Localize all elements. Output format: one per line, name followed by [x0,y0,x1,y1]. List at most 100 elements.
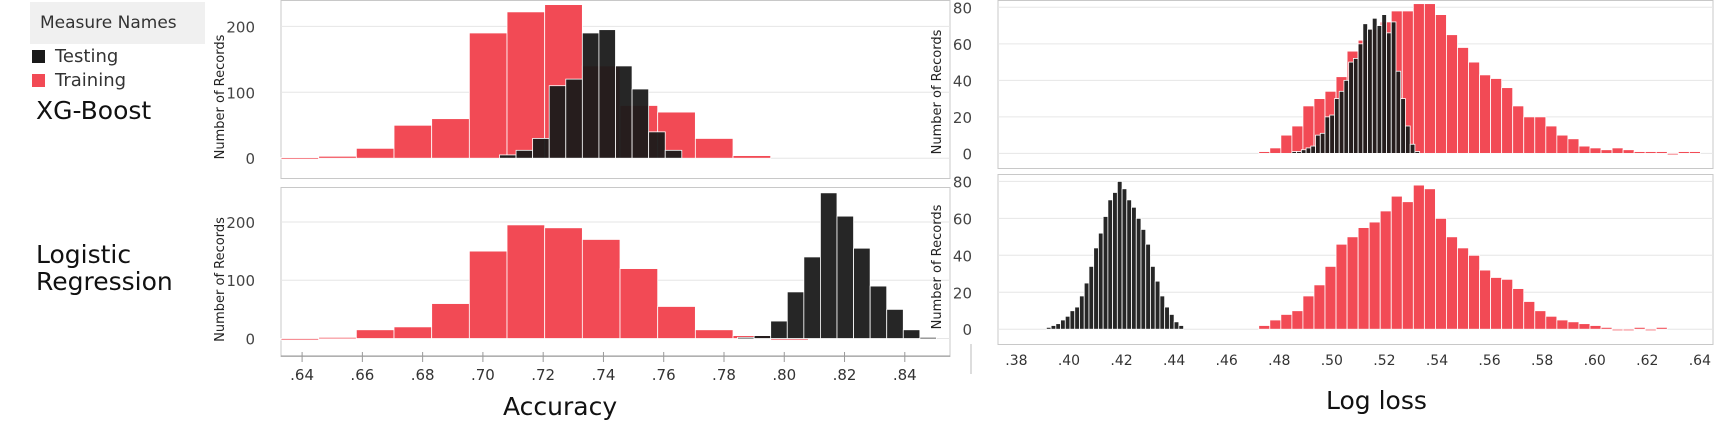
training-bar [1423,3,1436,154]
y-tick-label: 0 [962,145,972,163]
y-tick-label: 200 [226,214,255,232]
x-tick-label: .82 [833,366,857,384]
training-bar [1468,61,1480,154]
training-bar [1280,314,1293,330]
training-bar [1644,328,1657,332]
training-bar [280,338,320,341]
x-tick-label: .40 [1058,353,1080,369]
testing-bar [1116,180,1123,330]
testing-bar [770,320,788,339]
training-bar [1600,326,1613,330]
testing-bar [1296,151,1302,154]
training-bar [506,11,546,159]
testing-bar [786,291,805,339]
y-tick-label: 100 [226,272,255,290]
training-bar [1435,14,1447,154]
legend-item-testing[interactable]: Testing [32,46,118,67]
training-bar [1556,319,1569,330]
legend-item-training[interactable]: Training [32,70,126,91]
training-bar [318,336,357,340]
testing-bar [1055,323,1061,330]
testing-bar [1371,17,1378,154]
training-bar [1390,195,1403,330]
testing-bar [1154,280,1161,330]
training-bar [1644,151,1657,154]
x-title-logloss: Log loss [1326,386,1427,415]
x-tick-label: .80 [772,366,796,384]
training-bar [1611,328,1624,332]
testing-bar [1305,147,1312,154]
training-bar [393,124,433,159]
testing-bar [1291,151,1298,154]
testing-bar [886,308,904,339]
x-tick-label: .72 [531,366,555,384]
x-tick-label: .52 [1373,353,1395,369]
y-axis-title: Number of Records [930,204,945,329]
testing-bar [1343,79,1350,154]
testing-bar [1405,125,1411,154]
training-bar [1655,326,1668,330]
testing-bar [1324,116,1331,154]
testing-bar [1315,134,1321,154]
training-bar [506,224,546,339]
training-bar [1280,134,1293,154]
y-tick-label: 20 [953,284,972,302]
testing-bar [1409,143,1416,154]
training-bar [1501,278,1514,330]
y-tick-label: 80 [953,173,972,191]
x-tick-label: .76 [652,366,676,384]
x-tick-label: .42 [1110,353,1132,369]
testing-bar [615,65,633,159]
training-swatch-icon [32,74,45,87]
training-bar [1589,147,1602,154]
testing-bar [1150,265,1156,330]
training-bar [1412,3,1425,154]
x-tick-label: .64 [290,366,314,384]
testing-bar [1168,314,1175,330]
training-bar [1589,325,1602,330]
training-bar [1401,201,1414,330]
testing-bar [1173,321,1180,330]
training-bar [1291,125,1304,154]
y-tick-label: 20 [953,109,972,127]
testing-bar [1074,306,1080,330]
testing-bar [1381,14,1387,154]
testing-bar [1093,247,1099,330]
testing-bar [1112,192,1118,330]
testing-bar [1159,295,1166,330]
testing-bar [581,32,600,159]
training-bar [1611,147,1624,154]
testing-bar [1060,319,1066,330]
training-bar [1501,87,1514,154]
y-axis-title: Number of Records [213,217,228,342]
testing-bar [836,215,854,339]
training-bar [1412,184,1425,330]
training-bar [1357,227,1370,330]
training-bar [1534,116,1547,154]
training-bar [1567,321,1580,330]
testing-bar [1338,90,1345,154]
x-tick-label: .62 [1636,353,1658,369]
testing-bar [548,85,567,159]
training-bar [657,306,696,339]
y-tick-label: 60 [953,210,972,228]
testing-bar [1045,326,1052,330]
x-tick-label: .64 [1689,353,1711,369]
legend-title: Measure Names [40,13,177,33]
testing-bar [648,131,666,159]
training-bar [1523,301,1536,330]
testing-bar [753,335,772,339]
testing-bar [853,247,871,339]
training-bar [1468,254,1480,330]
training-bar [1313,284,1326,330]
testing-bar [1390,21,1397,154]
testing-bar [1069,310,1076,330]
testing-bar [902,329,921,339]
testing-bar [1352,58,1359,154]
training-bar [1633,151,1646,154]
y-tick-label: 40 [953,247,972,265]
row-label-regression: Regression [36,267,173,296]
training-bar [1379,210,1392,330]
row-label-xgboost: XG-Boost [36,96,152,125]
testing-swatch-icon [32,50,45,63]
